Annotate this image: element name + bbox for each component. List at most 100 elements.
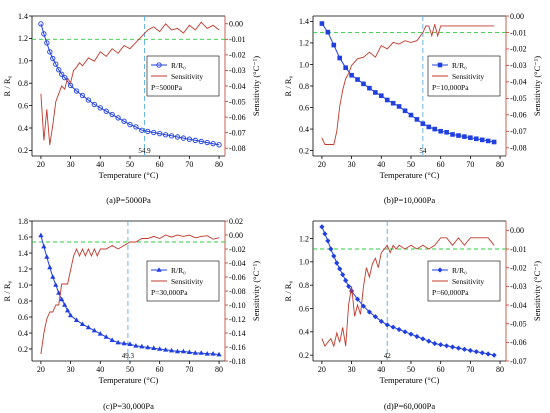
ratio-point xyxy=(65,307,71,313)
marker-label: 54.9 xyxy=(138,147,151,155)
y-tick-label: 0.4 xyxy=(18,124,28,133)
ratio-point xyxy=(180,135,187,141)
ratio-point xyxy=(450,132,455,137)
ratio-point xyxy=(79,92,86,99)
y2-tick-label: 0.00 xyxy=(229,231,243,240)
ratio-point xyxy=(157,346,163,351)
ratio-point xyxy=(432,126,438,132)
ratio-point xyxy=(97,105,103,111)
ratio-point xyxy=(378,93,384,98)
x-tick-label: 80 xyxy=(215,160,223,169)
ratio-point xyxy=(79,321,86,326)
y2-tick-label: -0.02 xyxy=(510,263,527,272)
x-tick-label: 50 xyxy=(126,365,134,374)
panel-caption: (c)P=30,000Pa xyxy=(103,401,154,411)
x-axis-title: Temperature (°C) xyxy=(380,375,440,385)
ratio-point xyxy=(85,97,92,103)
ratio-point xyxy=(168,133,175,139)
ratio-point xyxy=(216,351,222,357)
x-tick-label: 70 xyxy=(185,365,193,374)
ratio-point xyxy=(59,296,65,302)
x-tick-label: 50 xyxy=(407,160,415,169)
y2-axis-title: Sensitivity (°C⁻¹) xyxy=(532,261,542,321)
y2-tick-label: -0.08 xyxy=(229,144,246,153)
ratio-point xyxy=(145,344,151,350)
ratio-point xyxy=(361,81,366,87)
y-tick-label: 1.8 xyxy=(18,217,28,226)
y-tick-label: 1.4 xyxy=(18,12,28,21)
y2-tick-label: -0.16 xyxy=(229,343,246,352)
y-tick-label: 0.2 xyxy=(18,146,28,155)
y2-tick-label: -0.10 xyxy=(229,301,246,310)
y-tick-label: 1.0 xyxy=(299,258,309,267)
y2-axis-title: Sensitivity (°C⁻¹) xyxy=(532,56,542,116)
sensitivity-line xyxy=(40,234,220,355)
x-tick-label: 40 xyxy=(377,365,385,374)
ratio-point xyxy=(473,349,479,355)
y2-tick-label: -0.05 xyxy=(510,94,527,103)
x-tick-label: 60 xyxy=(437,160,445,169)
ratio-point xyxy=(68,312,74,318)
ratio-point xyxy=(210,351,216,356)
y2-tick-label: -0.08 xyxy=(510,144,527,153)
chart-panel-1: 20 30 40 50 60 70 80 0.2 0.4 0.6 0.8 1.0 1.2 1.4 0.00 -… xyxy=(2,12,261,205)
y-tick-label: 0.2 xyxy=(299,146,309,155)
marker-label: 42 xyxy=(384,352,392,360)
ratio-point xyxy=(384,322,390,328)
legend-label-sensitivity: Sensitivity xyxy=(452,277,484,286)
ratio-point xyxy=(53,282,59,287)
ratio-point xyxy=(319,224,325,230)
marker-label: 49.3 xyxy=(122,352,135,360)
ratio-point xyxy=(444,343,450,349)
y-tick-label: 1.2 xyxy=(299,234,309,243)
chart-panel-2: 20 30 40 50 60 70 80 0.2 0.4 0.6 0.8 1.0 1.2 1.4 0.00 -… xyxy=(283,12,542,205)
x-tick-label: 20 xyxy=(318,160,326,169)
y-tick-label: 0.8 xyxy=(18,79,28,88)
ratio-point xyxy=(396,104,402,109)
y-axis-title: R / R₀ xyxy=(2,76,12,97)
ratio-point xyxy=(491,139,497,145)
x-axis-title: Temperature (°C) xyxy=(380,170,440,180)
ratio-point xyxy=(204,351,210,356)
ratio-point xyxy=(325,29,331,35)
ratio-point xyxy=(109,337,115,342)
ratio-point xyxy=(438,342,444,348)
sensitivity-line xyxy=(321,237,495,348)
x-tick-label: 30 xyxy=(348,160,356,169)
x-tick-label: 70 xyxy=(466,160,474,169)
y2-tick-label: -0.06 xyxy=(229,113,246,122)
x-tick-label: 20 xyxy=(318,365,326,374)
legend-note: P=10,000Pa xyxy=(432,83,469,92)
y2-tick-label: -0.02 xyxy=(510,45,527,54)
ratio-point xyxy=(354,296,361,302)
ratio-point xyxy=(396,326,402,333)
ratio-point xyxy=(372,314,378,320)
ratio-point xyxy=(97,331,103,336)
y2-tick-label: -0.01 xyxy=(510,28,527,37)
ratio-point xyxy=(44,40,50,46)
ratio-point xyxy=(121,118,127,124)
y-tick-label: 1.0 xyxy=(18,281,28,290)
ratio-point xyxy=(210,141,216,147)
ratio-point xyxy=(85,324,92,330)
ratio-point xyxy=(331,253,337,259)
ratio-point xyxy=(198,350,204,355)
x-tick-label: 20 xyxy=(37,160,45,169)
ratio-point xyxy=(168,347,175,353)
ratio-point xyxy=(38,21,44,27)
legend-marker-ratio xyxy=(156,62,162,68)
ratio-point xyxy=(103,334,109,339)
y2-tick-label: -0.01 xyxy=(229,35,246,44)
ratio-point xyxy=(192,137,198,143)
ratio-point xyxy=(408,331,414,337)
ratio-point xyxy=(56,67,62,73)
y2-tick-label: -0.07 xyxy=(510,127,527,136)
ratio-point xyxy=(390,100,396,106)
ratio-point xyxy=(449,344,456,350)
y2-tick-label: -0.02 xyxy=(229,245,246,254)
ratio-point xyxy=(367,85,372,91)
y2-axis-title: Sensitivity (°C⁻¹) xyxy=(251,261,261,321)
ratio-point xyxy=(163,347,169,352)
ratio-point xyxy=(162,132,169,138)
